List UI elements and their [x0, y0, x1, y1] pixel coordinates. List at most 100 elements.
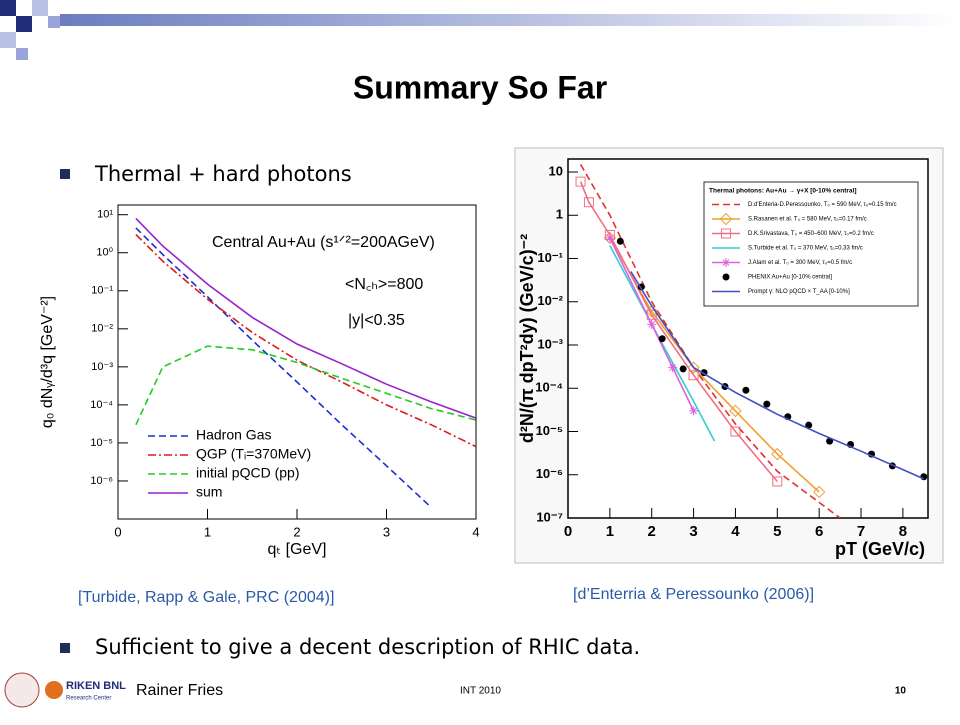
data-point: [575, 176, 586, 187]
data-point: [688, 370, 699, 381]
legend-label: S.Rasanen et al. T₀ = 580 MeV, τ₀=0.17 f…: [748, 217, 867, 223]
legend-label: PHENIX Au+Au [0-10% central]: [748, 275, 832, 281]
legend-marker: [722, 273, 730, 281]
y-tick-label: 10⁻²: [91, 323, 113, 335]
x-tick-label: 6: [815, 523, 823, 540]
data-point: [772, 476, 783, 487]
legend-label: J.Alam et al. T₀ = 300 MeV, τ₀=0.5 fm/c: [748, 260, 852, 266]
legend-label: D.d'Enteria-D.Peressounko, T₀ = 590 MeV,…: [748, 202, 897, 208]
data-point: [658, 335, 666, 343]
x-tick-label: 0: [564, 523, 572, 540]
legend-marker: [721, 258, 731, 267]
page-number: 10: [895, 686, 907, 697]
x-tick-label: 4: [731, 523, 740, 540]
y-tick-label: 10⁻⁷: [536, 509, 563, 524]
data-point: [583, 197, 594, 208]
data-point: [647, 319, 657, 329]
data-point: [668, 363, 678, 373]
x-tick-label: 1: [204, 524, 211, 539]
logo-icon: [45, 681, 63, 699]
x-tick-label: 8: [899, 523, 907, 540]
data-point: [742, 386, 750, 394]
reference: [d’Enterria & Peressounko (2006)]: [573, 586, 814, 603]
data-point: [771, 447, 784, 461]
y-tick-label: 10: [549, 163, 563, 178]
data-point: [687, 361, 700, 374]
x-tick-label: 7: [857, 523, 865, 540]
bullet: Thermal + hard photons: [94, 162, 352, 186]
legend-label: initial pQCD (pp): [196, 465, 299, 481]
legend-label: Prompt γ: NLO pQCD × T_AA [0-10%]: [748, 289, 850, 295]
y-axis-label: q₀ dNᵧ/d³q [GeV⁻²]: [39, 296, 56, 428]
y-tick-label: 1: [556, 207, 563, 222]
data-point: [763, 400, 771, 408]
annotation: |y|<0.35: [348, 312, 405, 329]
data-point: [603, 231, 617, 245]
series-line: [135, 345, 476, 426]
x-tick-label: 1: [606, 523, 614, 540]
data-point: [679, 365, 687, 373]
legend-label: QGP (Tᵢ=370MeV): [196, 446, 311, 462]
data-point: [920, 473, 928, 481]
series-line: [609, 237, 695, 412]
reference: [Turbide, Rapp & Gale, PRC (2004)]: [78, 589, 334, 606]
x-axis-label: qₜ [GeV]: [268, 541, 327, 558]
annotation: Central Au+Au (s¹ᐟ²=200AGeV): [212, 234, 435, 251]
y-tick-label: 10⁻²: [537, 293, 563, 308]
data-point: [812, 485, 826, 499]
decoration: [0, 0, 960, 60]
seal-logo: [4, 672, 40, 708]
plot-area: [575, 164, 928, 518]
legend-marker: [721, 228, 731, 239]
series-line: [609, 245, 716, 442]
series-line: [609, 237, 820, 493]
y-tick-label: 10⁰: [96, 247, 113, 259]
data-point: [616, 237, 624, 245]
bullet: Sufficient to give a decent description …: [95, 635, 640, 659]
data-point: [729, 404, 742, 418]
legend-label: sum: [196, 484, 222, 500]
legend-label: S.Turbide et al. T₀ = 370 MeV, τ₀=0.33 f…: [748, 246, 863, 252]
series-line: [630, 271, 925, 480]
legend-marker: [719, 212, 733, 226]
y-tick-label: 10¹: [97, 209, 113, 221]
y-tick-label: 10⁻³: [91, 361, 113, 373]
y-tick-label: 10⁻⁶: [536, 466, 563, 481]
y-axis-label: d²N/(π dpT²dy) (GeV/c)⁻²: [517, 234, 537, 443]
annotation: <N꜀ₕ>=800: [345, 276, 423, 293]
y-tick-label: 10⁻⁵: [536, 423, 563, 438]
y-tick-label: 10⁻¹: [91, 285, 113, 297]
y-tick-label: 10⁻¹: [537, 250, 563, 265]
y-tick-label: 10⁻⁴: [535, 380, 563, 395]
x-tick-label: 5: [773, 523, 781, 540]
slide-title: Summary So Far: [353, 69, 607, 105]
legend-label: Hadron Gas: [196, 427, 271, 443]
legend-box: [703, 181, 919, 307]
x-tick-label: 4: [472, 524, 479, 539]
footer: RIKEN BNL Research Center Rainer Fries I…: [4, 672, 907, 708]
legend-label: D.K.Srivastava, T₀ = 450–600 MeV, τ₀=0.2…: [748, 231, 874, 237]
series-line: [135, 217, 476, 419]
series-line: [135, 227, 432, 509]
x-axis-label: pT (GeV/c): [835, 539, 925, 559]
logo-subtext: Research Center: [66, 696, 111, 702]
series-line: [579, 181, 778, 483]
event: INT 2010: [460, 686, 501, 697]
bullet-marker: [60, 169, 70, 179]
series-line: [135, 234, 476, 448]
x-tick-label: 2: [648, 523, 656, 540]
figure-left: [40, 195, 490, 565]
data-point: [805, 421, 813, 429]
legend-title: Thermal photons: Au+Au → γ+X [0-10% cent…: [709, 188, 856, 195]
y-tick-label: 10⁻⁵: [90, 437, 113, 449]
y-tick-label: 10⁻⁶: [90, 475, 113, 487]
y-tick-label: 10⁻³: [537, 336, 563, 351]
data-point: [605, 233, 615, 243]
bullet-marker: [60, 643, 70, 653]
author: Rainer Fries: [136, 682, 223, 699]
y-tick-label: 10⁻⁴: [90, 399, 113, 411]
x-tick-label: 3: [383, 524, 390, 539]
x-tick-label: 2: [293, 524, 300, 539]
